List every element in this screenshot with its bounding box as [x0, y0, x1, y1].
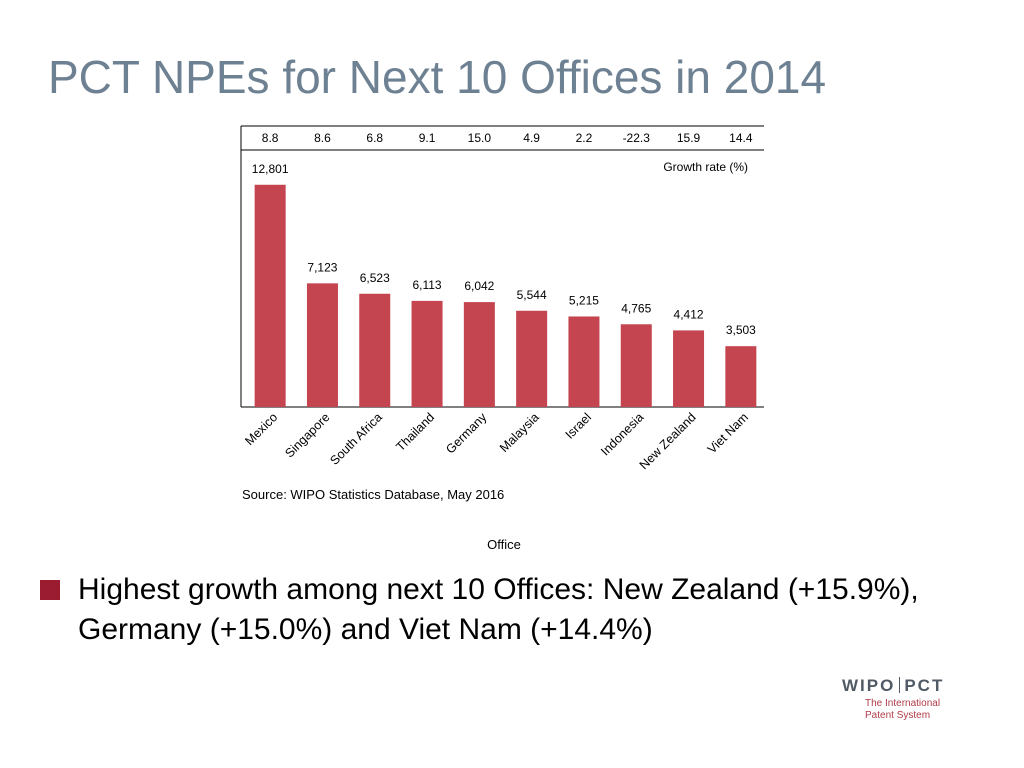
category-label: Mexico — [242, 410, 280, 448]
slide-title: PCT NPEs for Next 10 Offices in 2014 — [48, 51, 827, 103]
value-label: 12,801 — [252, 162, 289, 176]
value-label: 6,523 — [360, 271, 390, 285]
value-labels: 12,801 7,123 6,523 6,113 6,042 5,544 5,215 4,76… — [252, 162, 756, 337]
bar — [254, 184, 286, 407]
growth-rate-value: 6.8 — [366, 131, 383, 145]
growth-rate-value: 8.8 — [262, 131, 279, 145]
value-label: 5,215 — [569, 293, 599, 307]
bar — [306, 283, 338, 407]
logo-pct: PCT — [904, 676, 945, 695]
logo-subtitle: The International Patent System — [865, 698, 944, 722]
source-note: Source: WIPO Statistics Database, May 20… — [242, 487, 505, 502]
growth-rate-value: 8.6 — [314, 131, 331, 145]
logo-subtitle-line2: Patent System — [865, 710, 931, 721]
category-label: New Zealand — [637, 410, 699, 472]
bar-chart: 8.8 8.6 6.8 9.1 15.0 4.9 2.2 -22.3 15.9 14.4 Grow… — [240, 125, 764, 552]
growth-rate-value: 9.1 — [419, 131, 436, 145]
logo-separator — [899, 677, 901, 693]
growth-rate-value: 4.9 — [523, 131, 540, 145]
category-label: Thailand — [393, 410, 437, 454]
value-label: 4,412 — [674, 307, 704, 321]
logo-subtitle-line1: The International — [865, 698, 941, 709]
x-axis-label: Office — [487, 537, 521, 552]
value-label: 6,113 — [412, 278, 441, 292]
category-label: Indonesia — [598, 410, 646, 458]
category-label: South Africa — [327, 410, 385, 468]
bullet-text: Highest growth among next 10 Offices: Ne… — [78, 573, 919, 646]
value-label: 7,123 — [307, 260, 337, 274]
category-label: Germany — [443, 410, 490, 457]
growth-rate-label: Growth rate (%) — [663, 160, 748, 174]
growth-rate-value: 15.0 — [468, 131, 492, 145]
growth-rate-value: 14.4 — [729, 131, 753, 145]
growth-rate-value: 15.9 — [677, 131, 701, 145]
growth-rate-value: -22.3 — [623, 131, 651, 145]
bar — [463, 302, 495, 407]
value-label: 6,042 — [464, 279, 494, 293]
bar — [411, 300, 443, 407]
logo-wordmark: WIPO PCT — [842, 676, 944, 696]
bar — [516, 310, 548, 407]
bullet-square-icon — [40, 580, 60, 600]
chart-bars — [254, 184, 757, 407]
wipo-pct-logo: WIPO PCT The International Patent System — [842, 676, 944, 722]
value-label: 5,544 — [517, 288, 547, 302]
bar — [620, 324, 652, 407]
bar — [725, 346, 757, 407]
logo-wipo: WIPO — [842, 676, 896, 695]
value-label: 4,765 — [621, 301, 651, 315]
category-label: Israel — [563, 410, 595, 442]
bar — [568, 316, 600, 407]
bar — [359, 293, 391, 407]
growth-rate-row: 8.8 8.6 6.8 9.1 15.0 4.9 2.2 -22.3 15.9 14.4 — [262, 131, 753, 145]
category-label: Malaysia — [497, 410, 542, 455]
category-label: Singapore — [282, 410, 332, 460]
bar — [673, 330, 705, 407]
growth-rate-value: 2.2 — [576, 131, 593, 145]
value-label: 3,503 — [726, 323, 756, 337]
category-label: Viet Nam — [705, 410, 751, 456]
